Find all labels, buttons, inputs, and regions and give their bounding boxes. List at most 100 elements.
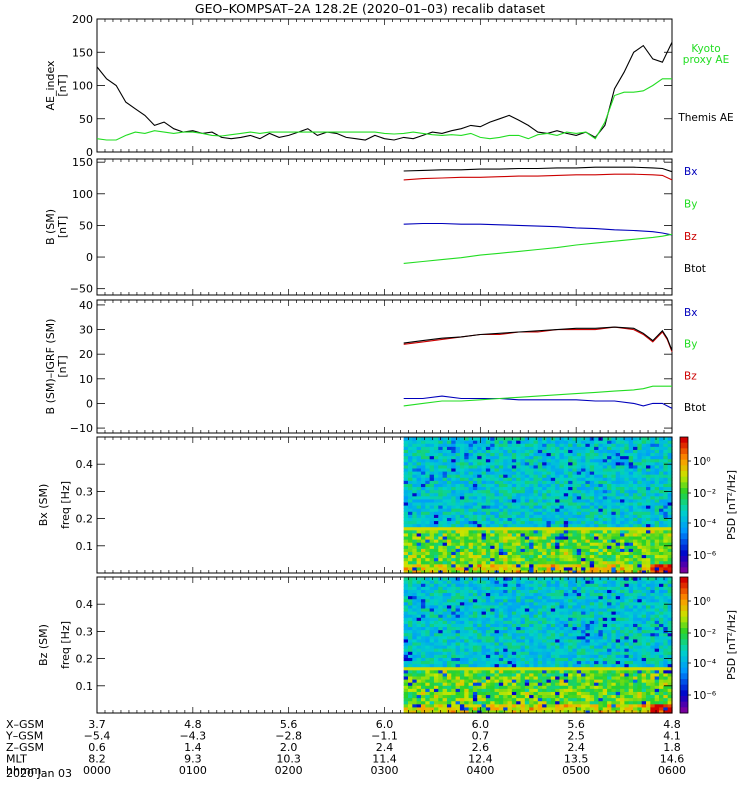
spectrogram-cell: [490, 467, 496, 472]
spectrogram-cell: [581, 551, 587, 556]
spectrogram-cell: [485, 458, 491, 463]
spectrogram-cell: [563, 486, 569, 491]
spectrogram-cell: [407, 601, 413, 606]
spectrogram-cell: [576, 489, 582, 494]
spectrogram-cell: [520, 480, 526, 484]
spectrogram-cell: [438, 551, 444, 556]
spectrogram-cell: [403, 449, 409, 454]
spectrogram-cell: [654, 508, 660, 512]
spectrogram-cell: [429, 706, 435, 711]
spectrogram-cell: [550, 508, 556, 512]
spectrogram-cell: [615, 523, 621, 528]
spectrogram-cell: [503, 477, 509, 481]
spectrogram-cell: [477, 464, 483, 469]
spectrogram-cell: [511, 452, 517, 457]
spectrogram-cell: [559, 446, 565, 450]
spectrogram-cell: [498, 703, 504, 708]
spectrogram-cell: [520, 535, 526, 540]
spectrogram-cell: [468, 580, 474, 584]
spectrogram-cell: [568, 508, 574, 512]
spectrogram-cell: [550, 440, 556, 444]
spectrogram-cell: [542, 589, 548, 594]
spectrogram-cell: [572, 514, 578, 518]
spectrogram-cell: [446, 669, 452, 674]
spectrogram-cell: [542, 709, 548, 714]
spectrogram-cell: [589, 452, 595, 457]
spectrogram-cell: [533, 614, 539, 618]
spectrogram-cell: [429, 666, 435, 671]
spectrogram-cell: [416, 486, 422, 491]
spectrogram-cell: [420, 483, 426, 488]
colorbar-swatch: [680, 527, 688, 534]
spectrogram-cell: [633, 508, 638, 512]
spectrogram-cell: [420, 455, 426, 460]
spectrogram-cell: [546, 601, 552, 606]
spectrogram-cell: [663, 532, 669, 537]
spectrogram-cell: [529, 589, 535, 594]
spectrogram-cell: [429, 529, 435, 534]
spectrogram-cell: [537, 614, 543, 618]
spectrogram-cell: [472, 514, 478, 518]
spectrogram-cell: [507, 446, 513, 450]
spectrogram-cell: [494, 700, 500, 705]
spectrogram-cell: [403, 641, 409, 646]
spectrogram-cell: [637, 446, 643, 450]
spectrogram-cell: [529, 505, 535, 509]
spectrogram-cell: [546, 514, 552, 518]
spectrogram-cell: [524, 461, 530, 466]
spectrogram-cell: [516, 648, 522, 652]
spectrogram-cell: [529, 520, 535, 525]
spectrogram-cell: [412, 654, 418, 658]
spectrogram-cell: [477, 580, 483, 584]
spectrogram-cell: [459, 498, 465, 503]
spectrogram-cell: [485, 514, 491, 518]
spectrogram-cell: [646, 492, 651, 497]
spectrogram-cell: [403, 437, 409, 441]
spectrogram-cell: [542, 557, 548, 562]
spectrogram-cell: [446, 620, 452, 624]
spectrogram-cell: [498, 657, 504, 662]
spectrogram-cell: [490, 580, 496, 584]
spectrogram-cell: [641, 455, 647, 460]
spectrogram-cell: [542, 666, 548, 671]
spectrogram-cell: [490, 700, 496, 705]
spectrogram-cell: [542, 660, 548, 665]
spectrogram-cell: [455, 437, 461, 441]
spectrogram-cell: [546, 526, 552, 531]
spectrogram-cell: [667, 483, 673, 488]
spectrogram-cell: [654, 539, 660, 543]
spectrogram-cell: [507, 566, 513, 571]
spectrogram-cell: [576, 560, 582, 565]
spectrogram-cell: [442, 539, 448, 543]
spectrogram-cell: [412, 443, 418, 447]
spectrogram-cell: [550, 505, 556, 509]
spectrogram-cell: [477, 675, 483, 680]
spectrogram-cell: [537, 523, 543, 528]
spectrogram-cell: [520, 580, 526, 584]
spectrogram-cell: [498, 577, 504, 581]
spectrogram-cell: [507, 623, 513, 628]
spectrogram-cell: [537, 589, 543, 594]
spectrogram-cell: [542, 679, 548, 683]
spectrogram-cell: [468, 709, 474, 714]
spectrogram-cell: [615, 532, 621, 537]
spectrogram-cell: [429, 626, 435, 631]
spectrogram-cell: [650, 526, 656, 531]
spectrogram-cell: [529, 641, 535, 646]
spectrogram-cell: [529, 663, 535, 668]
spectrogram-cell: [615, 569, 621, 574]
spectrogram-cell: [550, 648, 556, 652]
spectrogram-cell: [520, 471, 526, 475]
spectrogram-cell: [555, 514, 561, 518]
spectrogram-cell: [464, 501, 470, 506]
spectrogram-cell: [559, 535, 565, 540]
spectrogram-cell: [516, 617, 522, 621]
spectrogram-cell: [442, 654, 448, 658]
colorbar-swatch: [680, 437, 688, 444]
spectrogram-cell: [433, 635, 439, 640]
spectrogram-cell: [490, 632, 496, 637]
spectrogram-cell: [667, 437, 673, 441]
spectrogram-cell: [472, 675, 478, 680]
spectrogram-cell: [620, 551, 625, 556]
spectrogram-cell: [615, 505, 621, 509]
